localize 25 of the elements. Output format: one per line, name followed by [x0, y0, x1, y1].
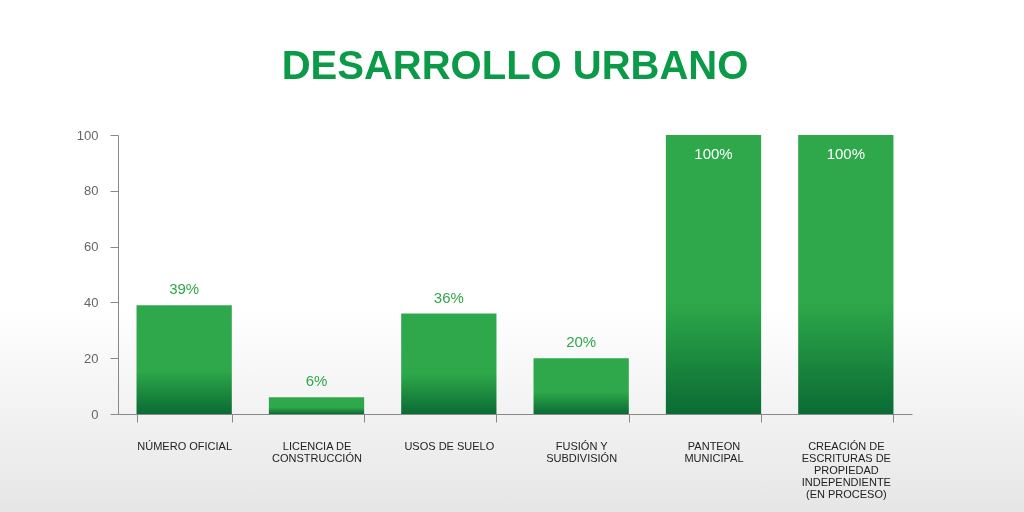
y-tick-label: 80: [84, 183, 99, 199]
bar: [533, 358, 629, 414]
y-tick-label: 100: [76, 127, 99, 143]
x-tick-label: PANTEON MUNICIPAL: [684, 439, 744, 464]
bar: [401, 313, 497, 414]
bar: [136, 305, 232, 414]
chart-title: DESARROLLO URBANO: [281, 43, 749, 87]
data-label: 36%: [433, 288, 464, 306]
bar: [665, 135, 762, 414]
data-label: 6%: [305, 372, 328, 390]
y-tick-label: 20: [84, 350, 99, 366]
bar: [268, 397, 365, 414]
data-label: 39%: [169, 280, 200, 298]
data-label: 20%: [566, 333, 597, 351]
bar: [798, 135, 894, 414]
y-tick-label: 40: [84, 294, 99, 310]
x-tick-label: NÚMERO OFICIAL: [137, 439, 233, 452]
data-label: 100%: [694, 145, 733, 162]
x-tick-label: FUSIÓN Y SUBDIVISIÓN: [546, 439, 618, 464]
y-tick-label: 0: [91, 406, 99, 422]
data-label: 100%: [826, 145, 866, 162]
x-tick-label: USOS DE SUELO: [404, 439, 495, 452]
x-tick-label: LICENCIA DE CONSTRUCCIÓN: [272, 439, 362, 464]
y-tick-label: 60: [84, 239, 99, 255]
x-tick-label: CREACIÓN DE ESCRITURAS DE PROPIEDAD INDEPENDIENTE (EN PROCESO): [801, 439, 891, 500]
